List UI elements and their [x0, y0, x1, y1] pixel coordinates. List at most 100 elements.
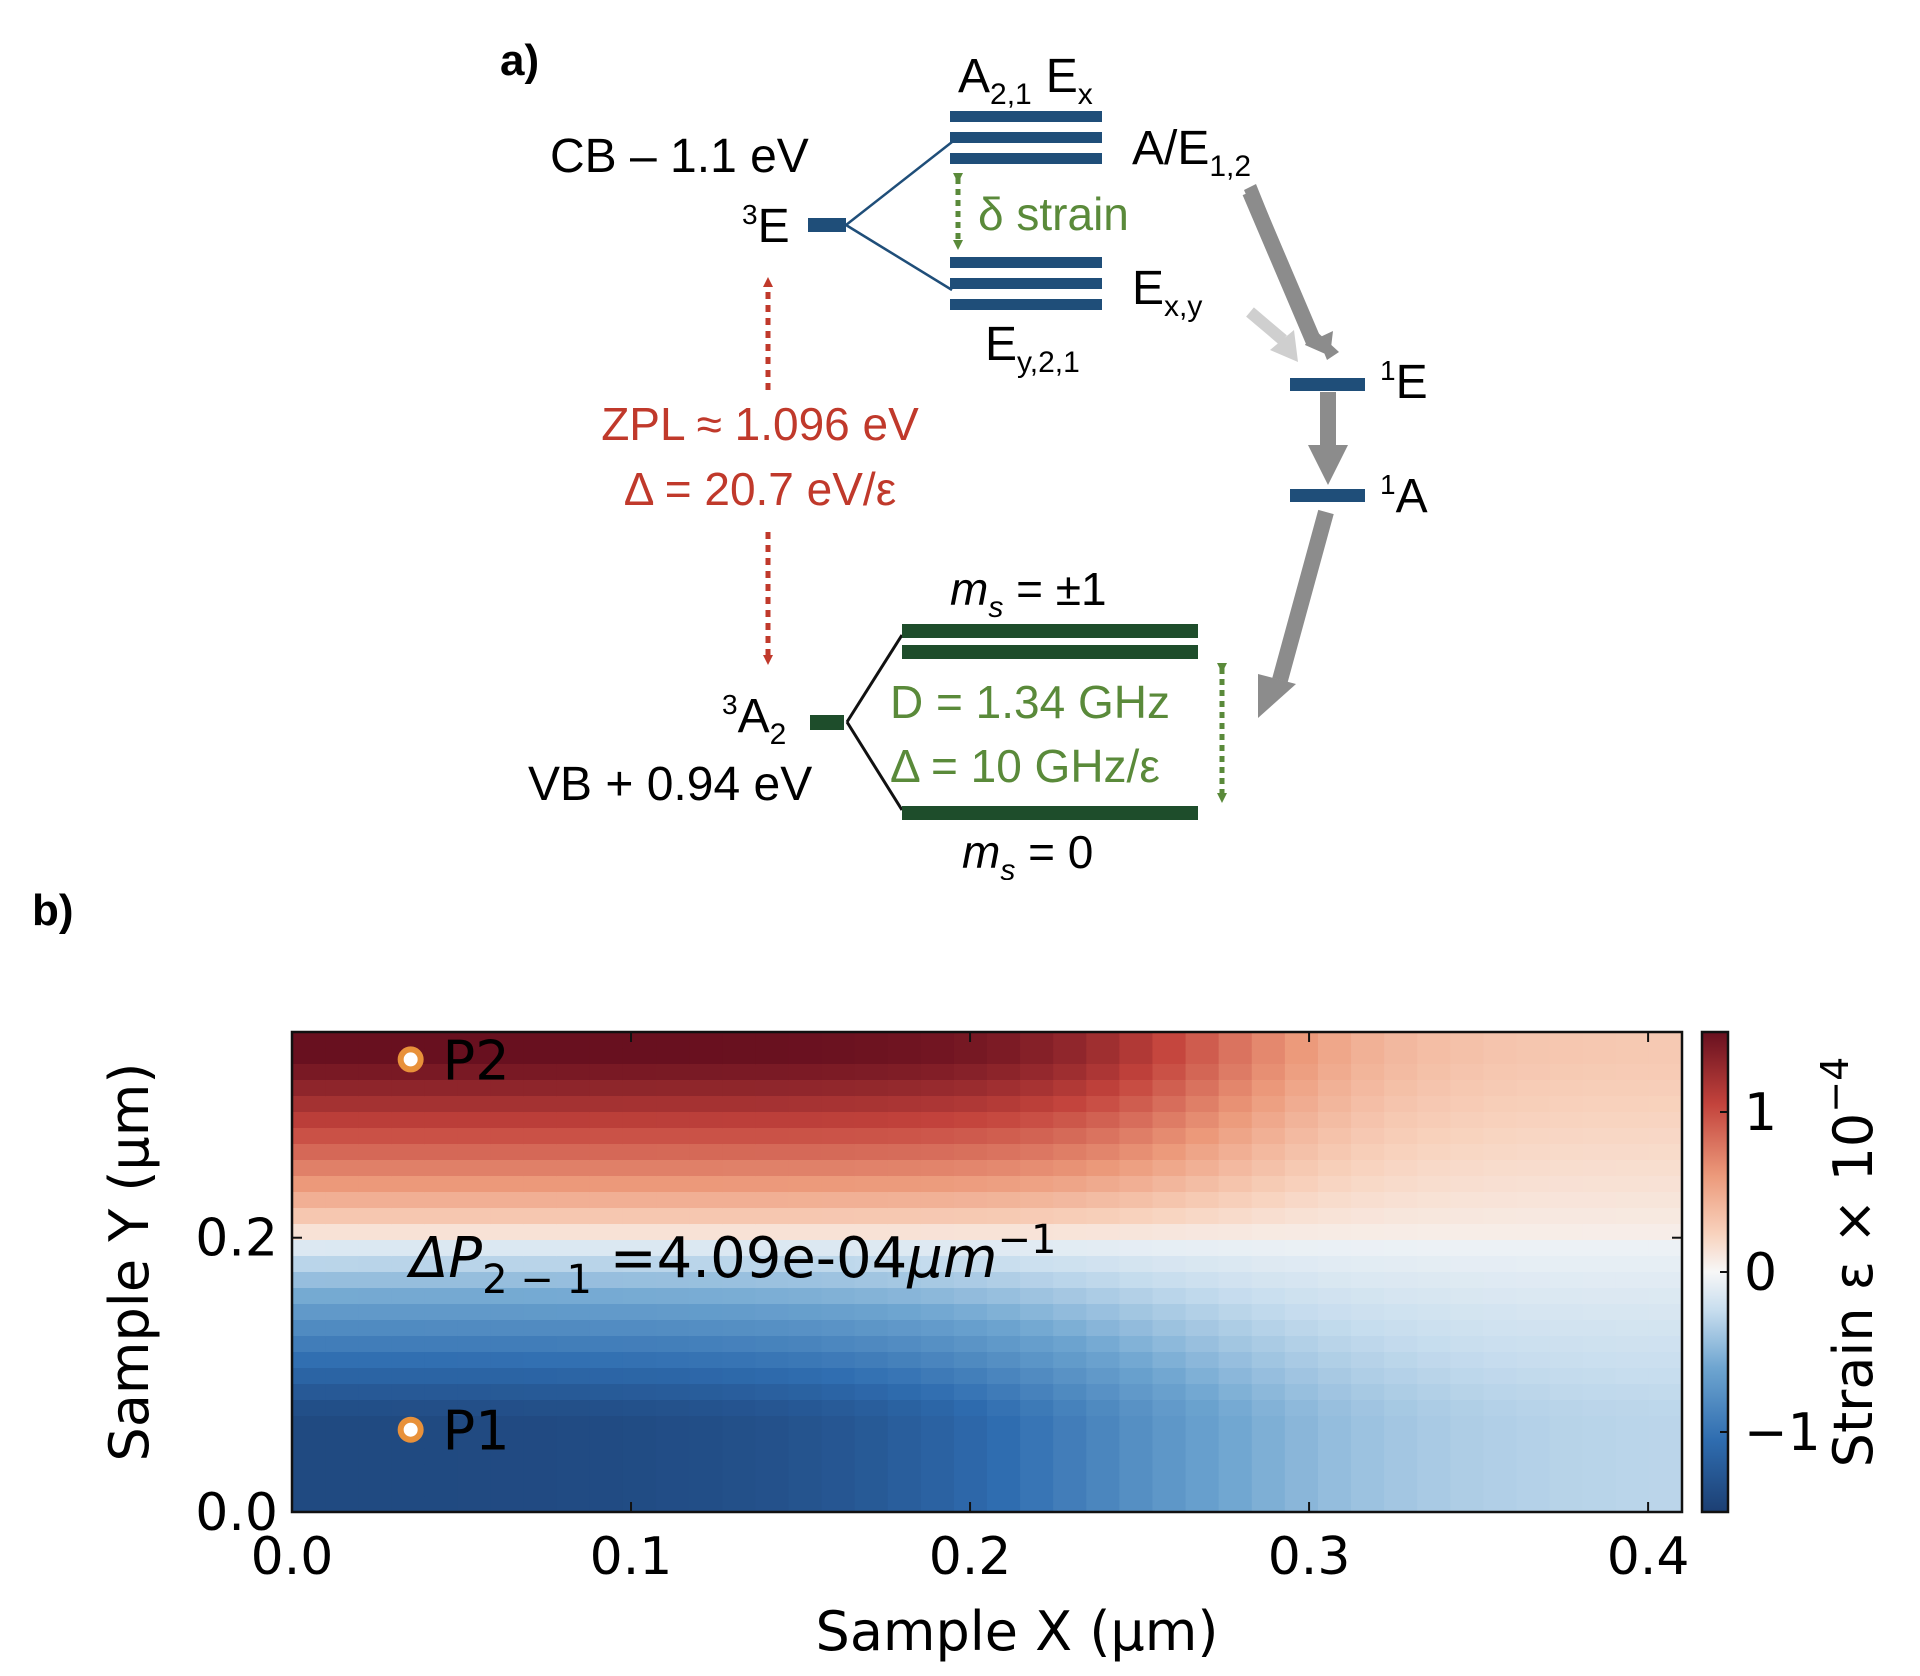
heatmap-cell [523, 1384, 558, 1401]
heatmap-cell [457, 1336, 492, 1353]
heatmap-cell [722, 1336, 756, 1353]
heatmap-cell [689, 1272, 723, 1289]
heatmap-cell [920, 1384, 955, 1401]
heatmap-cell [325, 1080, 359, 1097]
heatmap-cell [1351, 1432, 1385, 1449]
heatmap-cell [1317, 1064, 1352, 1081]
heatmap-cell [325, 1192, 359, 1209]
heatmap-cell [1384, 1160, 1418, 1177]
heatmap-cell [1417, 1080, 1451, 1097]
level-1e [1290, 378, 1365, 391]
heatmap-cell [1648, 1304, 1683, 1321]
heatmap-cell [1516, 1096, 1551, 1113]
heatmap-cell [358, 1400, 392, 1417]
heatmap-cell [1119, 1352, 1154, 1369]
heatmap-cell [1218, 1448, 1253, 1465]
heatmap-cell [391, 1496, 425, 1513]
heatmap-cell [1086, 1272, 1120, 1289]
heatmap-cell [821, 1208, 856, 1225]
heatmap-cell [556, 1256, 591, 1273]
heatmap-cell [987, 1336, 1021, 1353]
strain-map-panel: b) 0.0 0.1 0.2 0.3 0.4 0.0 0.2 Sample X (μm) … [0, 880, 1920, 1671]
heatmap-cell [689, 1352, 723, 1369]
heatmap-cell [622, 1352, 657, 1369]
heatmap-cell [358, 1032, 392, 1049]
heatmap-cell [1119, 1128, 1154, 1145]
heatmap-cell [556, 1384, 591, 1401]
heatmap-cell [457, 1416, 492, 1433]
heatmap-cell [1251, 1416, 1286, 1433]
heatmap-cell [424, 1048, 459, 1065]
heatmap-cell [854, 1256, 889, 1273]
heatmap-cell [325, 1208, 359, 1225]
heatmap-cell [1317, 1384, 1352, 1401]
heatmap-cell [953, 1064, 988, 1081]
heatmap-cell [689, 1208, 723, 1225]
heatmap-cell [424, 1288, 459, 1305]
heatmap-cell [920, 1464, 955, 1481]
heatmap-cell [920, 1080, 955, 1097]
heatmap-cell [1317, 1448, 1352, 1465]
heatmap-cell [556, 1336, 591, 1353]
heatmap-cell [656, 1144, 690, 1161]
heatmap-cell [1417, 1368, 1451, 1385]
heatmap-cell [689, 1032, 723, 1049]
heatmap-cell [887, 1144, 922, 1161]
heatmap-cell [1483, 1064, 1518, 1081]
heatmap-cell [1648, 1400, 1683, 1417]
heatmap-cell [1450, 1336, 1485, 1353]
heatmap-cell [1648, 1320, 1683, 1337]
heatmap-cell [1152, 1480, 1187, 1497]
heatmap-cell [1119, 1368, 1154, 1385]
heatmap-cell [1582, 1096, 1617, 1113]
heatmap-cell [325, 1176, 359, 1193]
heatmap-cell [1648, 1144, 1683, 1161]
x-tick-label: 0.4 [1607, 1527, 1690, 1587]
heatmap-cell [490, 1160, 525, 1177]
heatmap-cell [457, 1176, 492, 1193]
heatmap-cell [1119, 1240, 1154, 1257]
heatmap-cell [1582, 1048, 1617, 1065]
heatmap-cell [589, 1048, 624, 1065]
heatmap-cell [523, 1080, 558, 1097]
heatmap-cell [854, 1224, 889, 1241]
heatmap-cell [1284, 1192, 1319, 1209]
heatmap-cell [854, 1448, 889, 1465]
heatmap-cell [987, 1496, 1021, 1513]
heatmap-cell [358, 1496, 392, 1513]
heatmap-cell [490, 1416, 525, 1433]
heatmap-cell [1152, 1096, 1187, 1113]
heatmap-cell [1218, 1480, 1253, 1497]
heatmap-cell [1185, 1192, 1220, 1209]
heatmap-cell [689, 1400, 723, 1417]
heatmap-cell [1317, 1352, 1352, 1369]
heatmap-cell [391, 1464, 425, 1481]
heatmap-cell [556, 1048, 591, 1065]
heatmap-cell [424, 1144, 459, 1161]
heatmap-cell [1582, 1224, 1617, 1241]
heatmap-cell [457, 1288, 492, 1305]
heatmap-cell [920, 1144, 955, 1161]
heatmap-cell [755, 1176, 790, 1193]
heatmap-cell [622, 1272, 657, 1289]
heatmap-cell [391, 1304, 425, 1321]
heatmap-cell [1020, 1256, 1054, 1273]
heatmap-cell [788, 1096, 823, 1113]
heatmap-cell [556, 1112, 591, 1129]
heatmap-cell [523, 1320, 558, 1337]
heatmap-cell [1284, 1320, 1319, 1337]
strain-heatmap-svg: b) 0.0 0.1 0.2 0.3 0.4 0.00.2 Sample X (μm) … [32, 886, 1885, 1663]
heatmap-cell [1119, 1048, 1154, 1065]
heatmap-cell [1020, 1288, 1054, 1305]
heatmap-cell [292, 1208, 326, 1225]
heatmap-cell [1317, 1048, 1352, 1065]
heatmap-cell [1615, 1368, 1650, 1385]
heatmap-cell [854, 1336, 889, 1353]
heatmap-cell [1582, 1464, 1617, 1481]
heatmap-cell [1384, 1448, 1418, 1465]
heatmap-cell [1549, 1192, 1584, 1209]
heatmap-cell [1549, 1272, 1584, 1289]
heatmap-cell [490, 1368, 525, 1385]
heatmap-cell [1384, 1352, 1418, 1369]
heatmap-cell [987, 1480, 1021, 1497]
